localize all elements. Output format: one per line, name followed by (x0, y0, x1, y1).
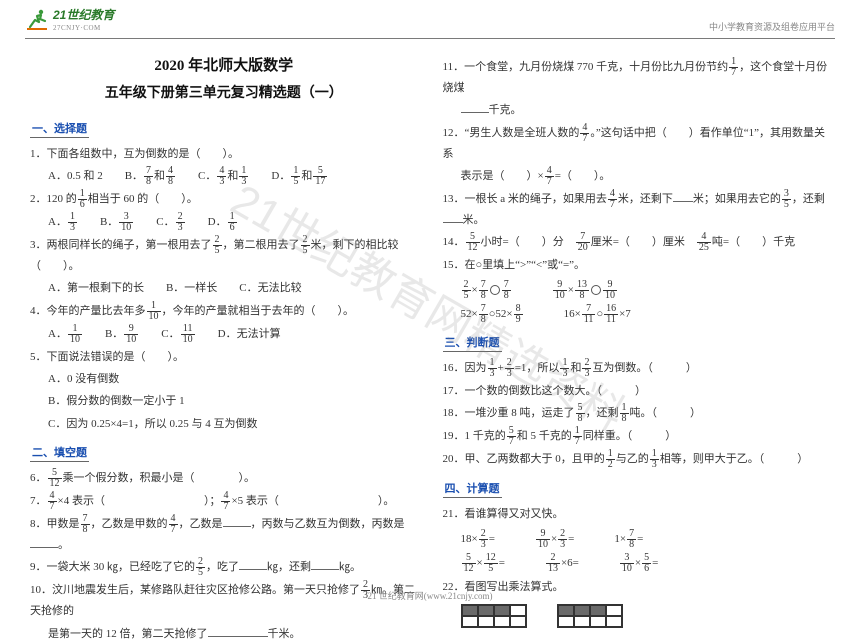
q15-row2: 52×78○52×89 16×711○1611×7 (461, 302, 831, 326)
q22-shapes (461, 604, 831, 628)
blank (208, 627, 268, 637)
q3-opt-b: B．一样长 (166, 278, 217, 298)
q2-options: A．13 B．310 C．23 D．16 (48, 212, 418, 233)
q11-cont: 千克。 (461, 100, 831, 120)
q11: 11．一个食堂，九月份烧煤 770 千克，十月份比九月份节约17，这个食堂十月份… (443, 57, 831, 98)
calc-row2: 512×125= 213×6= 310×56= (461, 551, 831, 575)
compare-circle (591, 285, 601, 295)
q4-opt-c: C．1110 (161, 324, 195, 345)
q5: 5．下面说法错误的是（ ）。 (30, 347, 418, 367)
q4-opt-b: B．910 (105, 324, 139, 345)
doc-title-1: 2020 年北师大版数学 (30, 55, 418, 78)
shape-grid-2 (557, 604, 623, 628)
q1-opt-a: A．0.5 和 2 (48, 166, 103, 187)
blank (30, 538, 58, 548)
q1-opt-d: D．15和517 (271, 166, 328, 187)
blank (239, 560, 267, 570)
q4-opt-d: D．无法计算 (218, 324, 281, 345)
q9: 9．一袋大米 30 ㎏，已经吃了它的25，吃了㎏，还剩㎏。 (30, 557, 418, 578)
q3-opt-a: A．第一根剩下的长 (48, 278, 144, 298)
section-3-header: 三、判断题 (443, 332, 502, 352)
q13: 13．一根长 a 米的绳子，如果用去47米，还剩下米；如果用去它的35，还剩米。 (443, 189, 831, 230)
q20: 20．甲、乙两数都大于 0，且甲的12与乙的13相等，则甲大于乙。（ ） (443, 449, 831, 470)
blank (223, 517, 251, 527)
q12: 12．“男生人数是全班人数的47。”这句话中把（ ）看作单位“1”，其用数量关系 (443, 123, 831, 164)
section-4-header: 四、计算题 (443, 478, 502, 498)
q16: 16．因为13+23=1，所以13和23互为倒数。（ ） (443, 358, 831, 379)
q7: 7．47×4 表示（ ）；47×5 表示（ ）。 (30, 491, 418, 512)
q2-opt-d: D．16 (208, 212, 238, 233)
q10-cont: 是第一天的 12 倍，第二天抢修了千米。 (48, 624, 418, 644)
shape-grid-1 (461, 604, 527, 628)
header-bar: 21世纪教育 27CNJY·COM 中小学教育资源及组卷应用平台 (0, 0, 860, 40)
q1-opt-c: C．43和13 (198, 166, 249, 187)
q1-opt-b: B．78和48 (125, 166, 176, 187)
blank (461, 103, 489, 113)
runner-icon (25, 7, 49, 31)
section-2-header: 二、填空题 (30, 442, 89, 462)
q6: 6．512乘一个假分数，积最小是（ ）。 (30, 468, 418, 489)
q1-options: A．0.5 和 2 B．78和48 C．43和13 D．15和517 (48, 166, 418, 187)
q4-opt-a: A．110 (48, 324, 83, 345)
q3-options: A．第一根剩下的长 B．一样长 C．无法比较 (48, 278, 418, 298)
q5-opt-a: A．0 没有倒数 (48, 369, 418, 389)
left-column: 2020 年北师大版数学 五年级下册第三单元复习精选题（一） 一、选择题 1．下… (30, 55, 418, 583)
calc-row1: 18×23= 910×23= 1×78= (461, 527, 831, 551)
header-rule (25, 38, 835, 39)
q2: 2．120 的16相当于 60 的（ ）。 (30, 189, 418, 210)
q3-opt-c: C．无法比较 (239, 278, 301, 298)
right-column: 11．一个食堂，九月份烧煤 770 千克，十月份比九月份节约17，这个食堂十月份… (443, 55, 831, 583)
q2-opt-c: C．23 (156, 212, 185, 233)
q8: 8．甲数是78，乙数是甲数的47，乙数是，丙数与乙数互为倒数，丙数是。 (30, 514, 418, 555)
q15-row1: 25×7878 910×138910 (461, 278, 831, 302)
q5-opt-b: B．假分数的倒数一定小于 1 (48, 391, 418, 411)
q18: 18．一堆沙重 8 吨，运走了58，还剩18吨。（ ） (443, 403, 831, 424)
page-footer: 21 世纪教育网(www.21cnjy.com) (0, 589, 860, 602)
blank (443, 213, 463, 223)
q14: 14．512小时=（ ）分 720厘米=（ ）厘米 425吨=（ ）千克 (443, 232, 831, 253)
blank (311, 560, 339, 570)
site-logo: 21世纪教育 27CNJY·COM (25, 6, 114, 32)
section-1-header: 一、选择题 (30, 118, 89, 138)
compare-circle (490, 285, 500, 295)
q5-opt-c: C．因为 0.25×4=1，所以 0.25 与 4 互为倒数 (48, 414, 418, 434)
q17: 17．一个数的倒数比这个数大。（ ） (443, 381, 831, 401)
q2-opt-a: A．13 (48, 212, 78, 233)
q4: 4．今年的产量比去年多110，今年的产量就相当于去年的（ ）。 (30, 301, 418, 322)
page-body: 2020 年北师大版数学 五年级下册第三单元复习精选题（一） 一、选择题 1．下… (0, 0, 860, 608)
q12-cont: 表示是（ ）×47=（ ）。 (461, 166, 831, 187)
logo-subtext: 27CNJY·COM (53, 24, 114, 32)
blank (673, 192, 693, 202)
q4-options: A．110 B．910 C．1110 D．无法计算 (48, 324, 418, 345)
q19: 19．1 千克的57和 5 千克的17同样重。（ ） (443, 426, 831, 447)
q15: 15．在○里填上“>”“<”或“=”。 (443, 255, 831, 275)
logo-text: 21世纪教育 (53, 6, 114, 23)
q21: 21．看谁算得又对又快。 (443, 504, 831, 524)
doc-title-2: 五年级下册第三单元复习精选题（一） (30, 82, 418, 102)
q2-opt-b: B．310 (100, 212, 134, 233)
platform-label: 中小学教育资源及组卷应用平台 (709, 20, 835, 33)
q3: 3．两根同样长的绳子，第一根用去了25，第二根用去了25米，剩下的相比较（ ）。 (30, 235, 418, 276)
q1: 1．下面各组数中，互为倒数的是（ ）。 (30, 144, 418, 164)
